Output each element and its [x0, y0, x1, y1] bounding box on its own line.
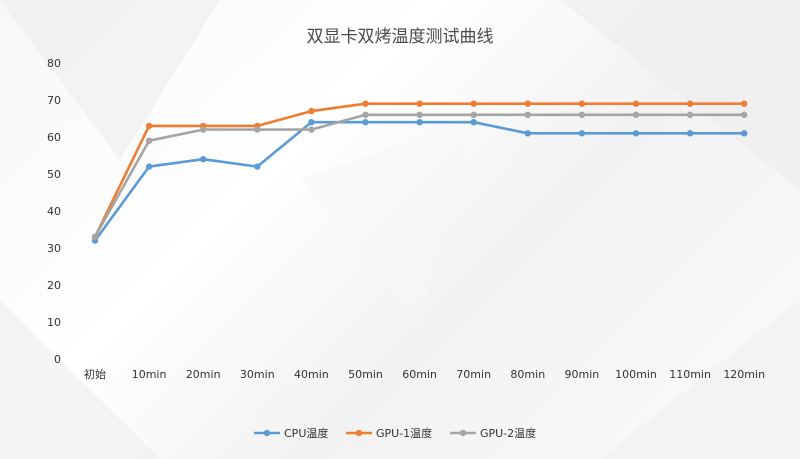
data-point[interactable]	[145, 163, 153, 170]
x-tick-label: 90min	[565, 368, 600, 381]
data-point[interactable]	[145, 122, 153, 130]
data-point[interactable]	[308, 126, 315, 133]
x-tick-label: 20min	[186, 368, 221, 381]
data-point[interactable]	[308, 119, 315, 126]
x-axis: 初始 10min 20min 30min 40min 50min 60min 70min 80m…	[84, 367, 765, 381]
data-point[interactable]	[632, 111, 640, 119]
data-point[interactable]	[254, 126, 261, 133]
data-point[interactable]	[686, 130, 694, 137]
data-point[interactable]	[578, 111, 586, 119]
legend-marker-swatch	[459, 429, 467, 437]
x-tick-label: 初始	[84, 367, 106, 381]
data-point[interactable]	[470, 100, 477, 107]
series-2	[91, 100, 748, 241]
data-point[interactable]	[632, 130, 640, 137]
data-point[interactable]	[578, 130, 586, 137]
data-point[interactable]	[145, 137, 153, 144]
chart-title: 双显卡双烤温度测试曲线	[307, 27, 494, 47]
x-tick-label: 80min	[510, 368, 545, 381]
series-1	[91, 119, 748, 244]
data-point[interactable]	[741, 130, 748, 137]
data-point[interactable]	[741, 100, 748, 107]
series-3	[91, 111, 748, 241]
legend-item[interactable]: GPU-2温度	[450, 426, 536, 440]
data-point[interactable]	[362, 111, 369, 119]
data-point[interactable]	[416, 119, 423, 126]
legend-label: CPU温度	[284, 426, 328, 440]
x-tick-label: 60min	[402, 368, 437, 381]
legend-label: GPU-2温度	[480, 426, 536, 440]
x-tick-label: 10min	[132, 368, 167, 381]
data-point[interactable]	[308, 107, 315, 115]
data-point[interactable]	[524, 111, 531, 119]
x-tick-label: 100min	[615, 368, 657, 381]
y-tick-label: 40	[47, 205, 61, 218]
y-tick-label: 10	[47, 316, 61, 329]
x-tick-label: 70min	[456, 368, 491, 381]
x-tick-label: 110min	[669, 368, 711, 381]
legend-item[interactable]: GPU-1温度	[346, 426, 432, 440]
legend: CPU温度 GPU-1温度 GPU-2温度	[254, 426, 536, 440]
y-tick-label: 20	[47, 279, 61, 292]
x-tick-label: 50min	[348, 368, 383, 381]
data-point[interactable]	[362, 119, 369, 126]
data-point[interactable]	[200, 156, 207, 163]
legend-marker-swatch	[263, 429, 271, 437]
y-tick-label: 70	[47, 94, 61, 107]
y-tick-label: 50	[47, 168, 61, 181]
data-point[interactable]	[524, 130, 531, 137]
x-tick-label: 30min	[240, 368, 275, 381]
legend-marker-swatch	[355, 429, 363, 437]
data-point[interactable]	[470, 111, 477, 119]
data-point[interactable]	[416, 100, 423, 107]
data-point[interactable]	[470, 119, 477, 126]
x-tick-label: 40min	[294, 368, 329, 381]
data-point[interactable]	[254, 163, 261, 170]
legend-label: GPU-1温度	[376, 426, 432, 440]
data-point[interactable]	[632, 100, 640, 107]
y-tick-label: 30	[47, 242, 61, 255]
data-point[interactable]	[741, 111, 748, 119]
data-point[interactable]	[524, 100, 531, 107]
data-point[interactable]	[578, 100, 586, 107]
legend-item[interactable]: CPU温度	[254, 426, 328, 440]
data-point[interactable]	[91, 233, 99, 241]
data-point[interactable]	[416, 111, 423, 119]
data-point[interactable]	[200, 126, 207, 133]
series-layer	[91, 100, 748, 244]
data-point[interactable]	[686, 100, 694, 107]
data-point[interactable]	[362, 100, 369, 107]
y-tick-label: 60	[47, 131, 61, 144]
y-axis: 0 10 20 30 40 50 60 70 80	[47, 57, 61, 366]
y-tick-label: 0	[54, 353, 61, 366]
data-point[interactable]	[686, 111, 694, 119]
y-tick-label: 80	[47, 57, 61, 70]
x-tick-label: 120min	[723, 368, 765, 381]
